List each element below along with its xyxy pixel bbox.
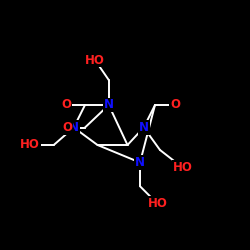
- Text: N: N: [69, 121, 79, 134]
- Text: HO: HO: [85, 54, 105, 66]
- Text: N: N: [135, 156, 145, 169]
- Text: O: O: [61, 98, 71, 112]
- Text: HO: HO: [20, 138, 40, 151]
- Text: O: O: [62, 121, 72, 134]
- Text: O: O: [170, 98, 180, 112]
- Text: HO: HO: [172, 161, 193, 174]
- Text: HO: HO: [148, 197, 168, 210]
- Text: N: N: [104, 98, 114, 112]
- Text: N: N: [139, 121, 149, 134]
